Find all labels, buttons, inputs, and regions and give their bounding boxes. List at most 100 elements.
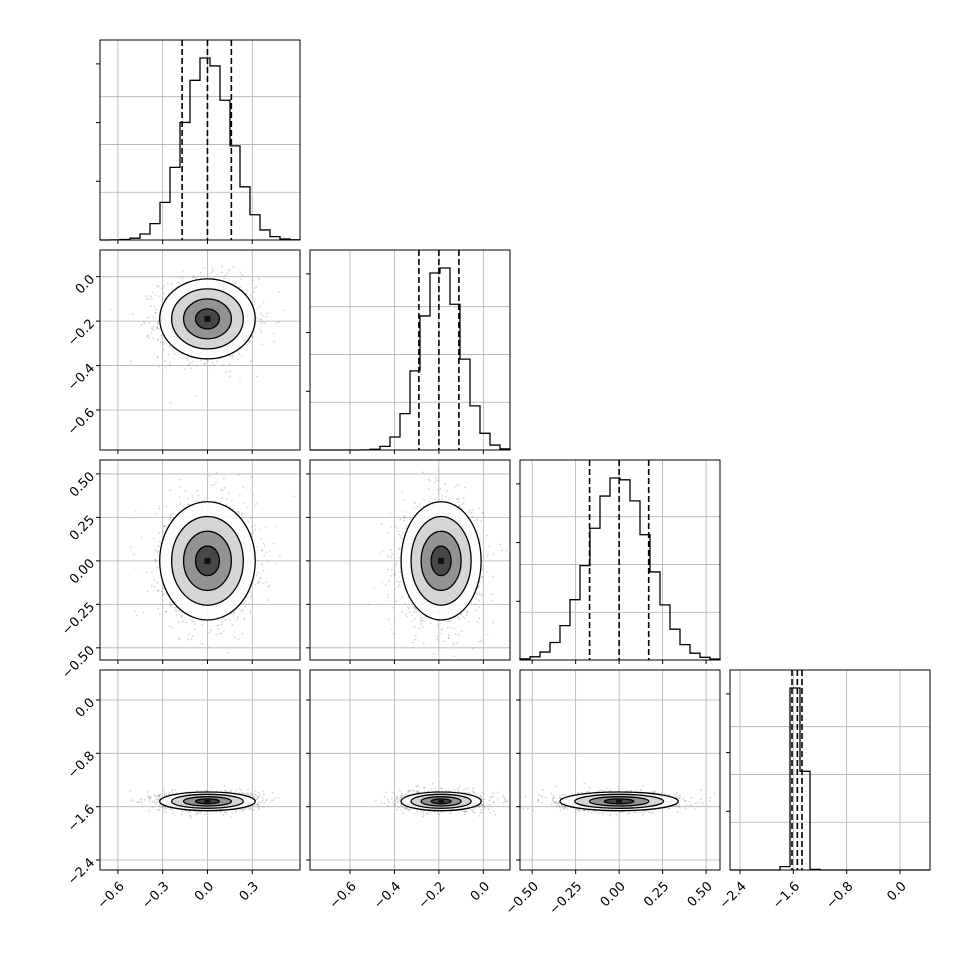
sample-point bbox=[433, 653, 435, 655]
sample-point bbox=[184, 368, 186, 370]
sample-point bbox=[207, 373, 209, 375]
sample-point bbox=[145, 295, 147, 297]
sample-point bbox=[241, 286, 243, 288]
sample-point bbox=[454, 628, 456, 630]
sample-point bbox=[246, 507, 248, 509]
sample-point bbox=[249, 340, 251, 342]
sample-point bbox=[211, 268, 213, 270]
sample-point bbox=[257, 572, 259, 574]
sample-point bbox=[250, 295, 252, 297]
sample-point bbox=[422, 471, 424, 473]
sample-point bbox=[481, 595, 483, 597]
sample-point bbox=[437, 625, 439, 627]
sample-point bbox=[409, 611, 411, 613]
sample-point bbox=[157, 566, 159, 568]
sample-point bbox=[398, 547, 400, 549]
sample-point bbox=[260, 538, 262, 540]
sample-point bbox=[404, 527, 406, 529]
sample-point bbox=[168, 519, 170, 521]
sample-point bbox=[209, 646, 211, 648]
sample-point bbox=[441, 495, 443, 497]
sample-point bbox=[263, 543, 265, 545]
sample-point bbox=[180, 357, 182, 359]
sample-point bbox=[261, 801, 263, 803]
sample-point bbox=[269, 585, 271, 587]
sample-point bbox=[157, 339, 159, 341]
sample-point bbox=[228, 493, 230, 495]
sample-point bbox=[252, 336, 254, 338]
sample-point bbox=[243, 486, 245, 488]
sample-point bbox=[236, 618, 238, 620]
sample-point bbox=[253, 279, 255, 281]
sample-point bbox=[190, 362, 192, 364]
sample-point bbox=[408, 608, 410, 610]
sample-point bbox=[381, 582, 383, 584]
sample-point bbox=[150, 305, 152, 307]
sample-point bbox=[471, 516, 473, 518]
sample-point bbox=[187, 504, 189, 506]
sample-point bbox=[269, 550, 271, 552]
sample-point bbox=[249, 610, 251, 612]
sample-point bbox=[276, 322, 278, 324]
sample-point bbox=[207, 360, 209, 362]
sample-point bbox=[180, 283, 182, 285]
sample-point bbox=[224, 487, 226, 489]
sample-point bbox=[149, 810, 151, 812]
sample-point bbox=[273, 333, 275, 335]
sample-point bbox=[267, 586, 269, 588]
sample-point bbox=[256, 503, 258, 505]
sample-point bbox=[501, 549, 503, 551]
sample-point bbox=[457, 617, 459, 619]
sample-point bbox=[157, 357, 159, 359]
sample-point bbox=[181, 615, 183, 617]
sample-point bbox=[237, 359, 239, 361]
panel-content bbox=[130, 785, 280, 819]
sample-point bbox=[176, 506, 178, 508]
sample-point bbox=[155, 327, 157, 329]
sample-point bbox=[445, 483, 447, 485]
sample-point bbox=[158, 286, 160, 288]
sample-point bbox=[191, 638, 193, 640]
histogram-1 bbox=[310, 268, 510, 450]
sample-point bbox=[268, 561, 270, 563]
sample-point bbox=[226, 498, 228, 500]
sample-point bbox=[478, 606, 480, 608]
sample-point bbox=[453, 643, 455, 645]
sample-point bbox=[406, 525, 408, 527]
sample-point bbox=[162, 594, 164, 596]
panel-1-0 bbox=[96, 249, 300, 454]
sample-point bbox=[436, 639, 438, 641]
sample-point bbox=[406, 616, 408, 618]
sample-point bbox=[169, 489, 171, 491]
sample-point bbox=[158, 366, 160, 368]
sample-point bbox=[163, 790, 165, 792]
sample-point bbox=[148, 298, 150, 300]
sample-point bbox=[263, 555, 265, 557]
sample-point bbox=[250, 591, 252, 593]
sample-point bbox=[150, 295, 152, 297]
sample-point bbox=[155, 294, 157, 296]
sample-point bbox=[259, 581, 261, 583]
sample-point bbox=[166, 506, 168, 508]
sample-point bbox=[387, 532, 389, 534]
sample-point bbox=[144, 799, 146, 801]
sample-point bbox=[479, 538, 481, 540]
sample-point bbox=[155, 309, 157, 311]
sample-point bbox=[152, 337, 154, 339]
sample-point bbox=[192, 361, 194, 363]
sample-point bbox=[222, 489, 224, 491]
panel-3-0 bbox=[96, 670, 300, 874]
sample-point bbox=[379, 553, 381, 555]
sample-point bbox=[464, 618, 466, 620]
sample-point bbox=[216, 634, 218, 636]
sample-point bbox=[193, 275, 195, 277]
sample-point bbox=[192, 635, 194, 637]
sample-point bbox=[177, 282, 179, 284]
sample-point bbox=[201, 624, 203, 626]
sample-point bbox=[238, 638, 240, 640]
sample-point bbox=[391, 553, 393, 555]
sample-point bbox=[487, 634, 489, 636]
sample-point bbox=[492, 575, 494, 577]
sample-point bbox=[243, 618, 245, 620]
sample-point bbox=[246, 661, 248, 663]
